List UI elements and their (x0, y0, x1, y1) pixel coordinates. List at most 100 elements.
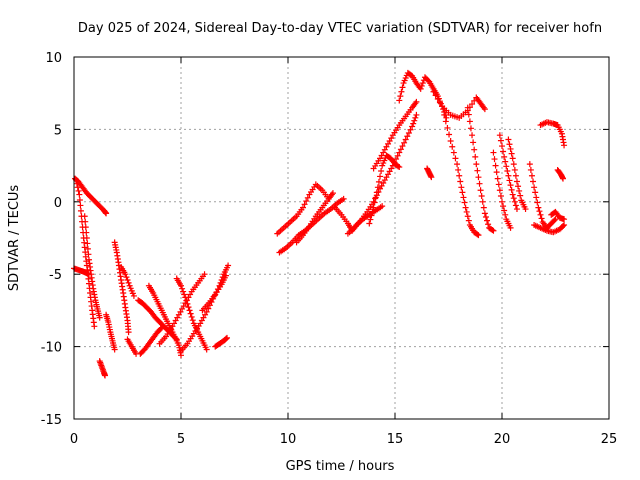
data-point (103, 210, 110, 217)
data-point (481, 106, 488, 113)
data-point (515, 183, 522, 190)
series-arc-ag (526, 161, 559, 231)
data-point (75, 187, 82, 194)
series-arc-a (72, 175, 110, 217)
data-point (158, 324, 165, 331)
data-point (533, 194, 540, 201)
data-point (180, 288, 187, 295)
data-point (124, 276, 131, 283)
data-point (464, 104, 471, 111)
data-point (465, 217, 472, 224)
series-arc-m (156, 271, 208, 347)
x-tick-label: 5 (177, 432, 185, 447)
data-point (508, 186, 515, 193)
data-point (401, 139, 408, 146)
data-point (371, 199, 378, 206)
data-point (432, 92, 439, 99)
data-point (377, 173, 384, 180)
data-point (76, 191, 83, 198)
data-point (561, 216, 568, 223)
data-point (481, 210, 488, 217)
y-axis-title: SDTVAR / TECUs (7, 185, 22, 292)
data-point (496, 187, 503, 194)
data-point (469, 132, 476, 139)
data-point (125, 279, 132, 286)
data-point (397, 93, 404, 100)
data-point (396, 97, 403, 104)
data-point (466, 118, 473, 125)
plot-frame (73, 56, 610, 420)
data-point (224, 334, 231, 341)
data-point (417, 85, 424, 92)
data-point (188, 313, 195, 320)
x-tick-label: 20 (494, 432, 511, 447)
data-point (474, 231, 481, 238)
x-tick-label: 15 (387, 432, 404, 447)
data-point (510, 195, 517, 202)
series-arc-ai (537, 119, 568, 149)
data-point (500, 203, 507, 210)
series-arc-q (212, 334, 231, 350)
data-point (467, 125, 474, 132)
data-point (500, 148, 507, 155)
data-point (441, 111, 448, 118)
data-point (559, 175, 566, 182)
data-point (531, 184, 538, 191)
series-arc-l (145, 282, 184, 359)
data-point (372, 194, 379, 201)
data-point (399, 143, 406, 150)
data-point (436, 99, 443, 106)
data-point (450, 149, 457, 156)
data-point (526, 161, 533, 168)
data-point (552, 216, 559, 223)
data-point (397, 146, 404, 153)
data-point (458, 184, 465, 191)
data-point (369, 208, 376, 215)
data-point (74, 184, 81, 191)
data-point (491, 156, 498, 163)
axis-ticks: 0 5 10 15 20 25 -15 -10 -5 0 5 10 (41, 51, 618, 447)
data-point (501, 207, 508, 214)
data-point (474, 167, 481, 174)
data-point (484, 217, 491, 224)
series-arc-s (274, 181, 332, 237)
data-point (442, 118, 449, 125)
y-tick-label: -10 (41, 341, 62, 356)
data-point (125, 329, 132, 336)
data-point (419, 80, 426, 87)
data-point (502, 211, 509, 218)
data-point (452, 155, 459, 162)
data-point (367, 216, 374, 223)
data-point (534, 199, 541, 206)
data-point (185, 304, 192, 311)
data-point (203, 308, 210, 315)
series-arc-ah (531, 221, 568, 236)
data-point (418, 82, 425, 89)
series-arc-af (505, 136, 529, 213)
data-point (123, 274, 130, 281)
data-point (494, 175, 501, 182)
data-point (492, 162, 499, 169)
data-point (456, 172, 463, 179)
series-arc-f (103, 311, 118, 353)
grid (74, 57, 609, 419)
series-arc-ad (490, 149, 514, 231)
data-point (181, 291, 188, 298)
data-point (511, 166, 518, 173)
series-arc-p (199, 272, 229, 314)
data-point (396, 164, 403, 171)
data-point (505, 172, 512, 179)
data-point (183, 297, 190, 304)
data-point (189, 317, 196, 324)
data-point (201, 271, 208, 278)
data-point (370, 198, 377, 205)
data-point (203, 346, 210, 353)
data-point (527, 166, 534, 173)
y-tick-label: 10 (45, 51, 62, 66)
series-arc-g (111, 239, 132, 336)
series-arc-k (137, 324, 165, 357)
data-point (506, 177, 513, 184)
data-point (157, 325, 164, 332)
data-point (472, 153, 479, 160)
data-point (299, 204, 306, 211)
